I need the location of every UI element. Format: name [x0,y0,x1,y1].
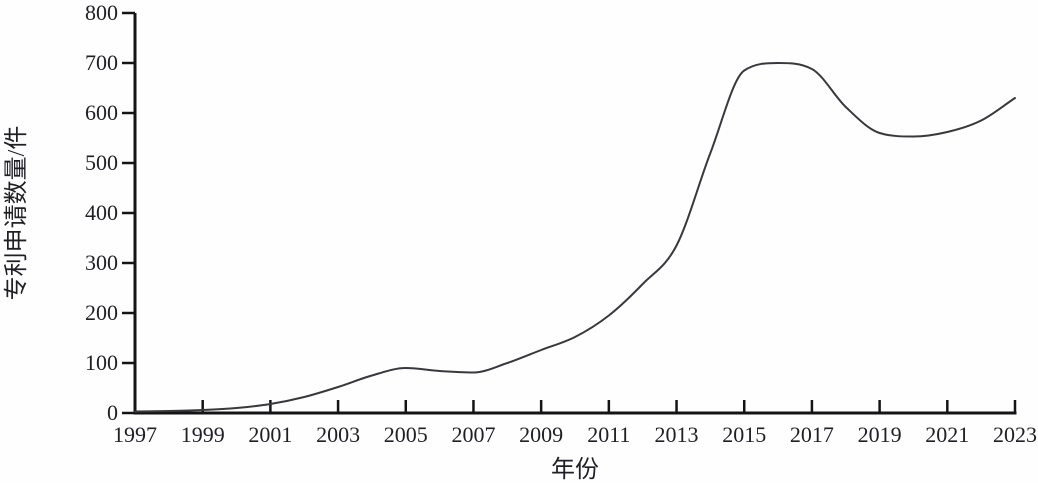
x-tick-label: 2013 [655,422,699,447]
x-tick-label: 2009 [519,422,563,447]
x-axis-title: 年份 [551,456,599,483]
x-tick-label: 1999 [181,422,225,447]
x-tick-label: 2017 [790,422,834,447]
y-tick-label: 600 [85,100,118,125]
data-curve-group [134,61,1016,413]
axes-group: 0 100 200 300 400 500 600 700 800 1997 1999 2001 200… [85,0,1037,447]
y-axis-title: 专利申请数量/件 [3,126,30,301]
y-tick-label: 300 [85,250,118,275]
x-tick-label: 2001 [248,422,292,447]
y-tick-label: 400 [85,200,118,225]
y-tick-label: 700 [85,50,118,75]
y-tick-label: 100 [85,350,118,375]
x-tick-label: 1997 [113,422,157,447]
x-tick-label: 2021 [925,422,969,447]
x-tick-label: 2011 [587,422,630,447]
y-tick-label: 0 [107,400,118,425]
y-tick-label: 500 [85,150,118,175]
x-tick-label: 2007 [451,422,495,447]
y-tick-label: 800 [85,0,118,25]
x-tick-label: 2015 [722,422,766,447]
patent-applications-series-line [134,61,1016,413]
x-tick-label: 2023 [993,422,1037,447]
x-tick-label: 2005 [384,422,428,447]
x-tick-label: 2003 [316,422,360,447]
x-tick-label: 2019 [858,422,902,447]
y-tick-label: 200 [85,300,118,325]
